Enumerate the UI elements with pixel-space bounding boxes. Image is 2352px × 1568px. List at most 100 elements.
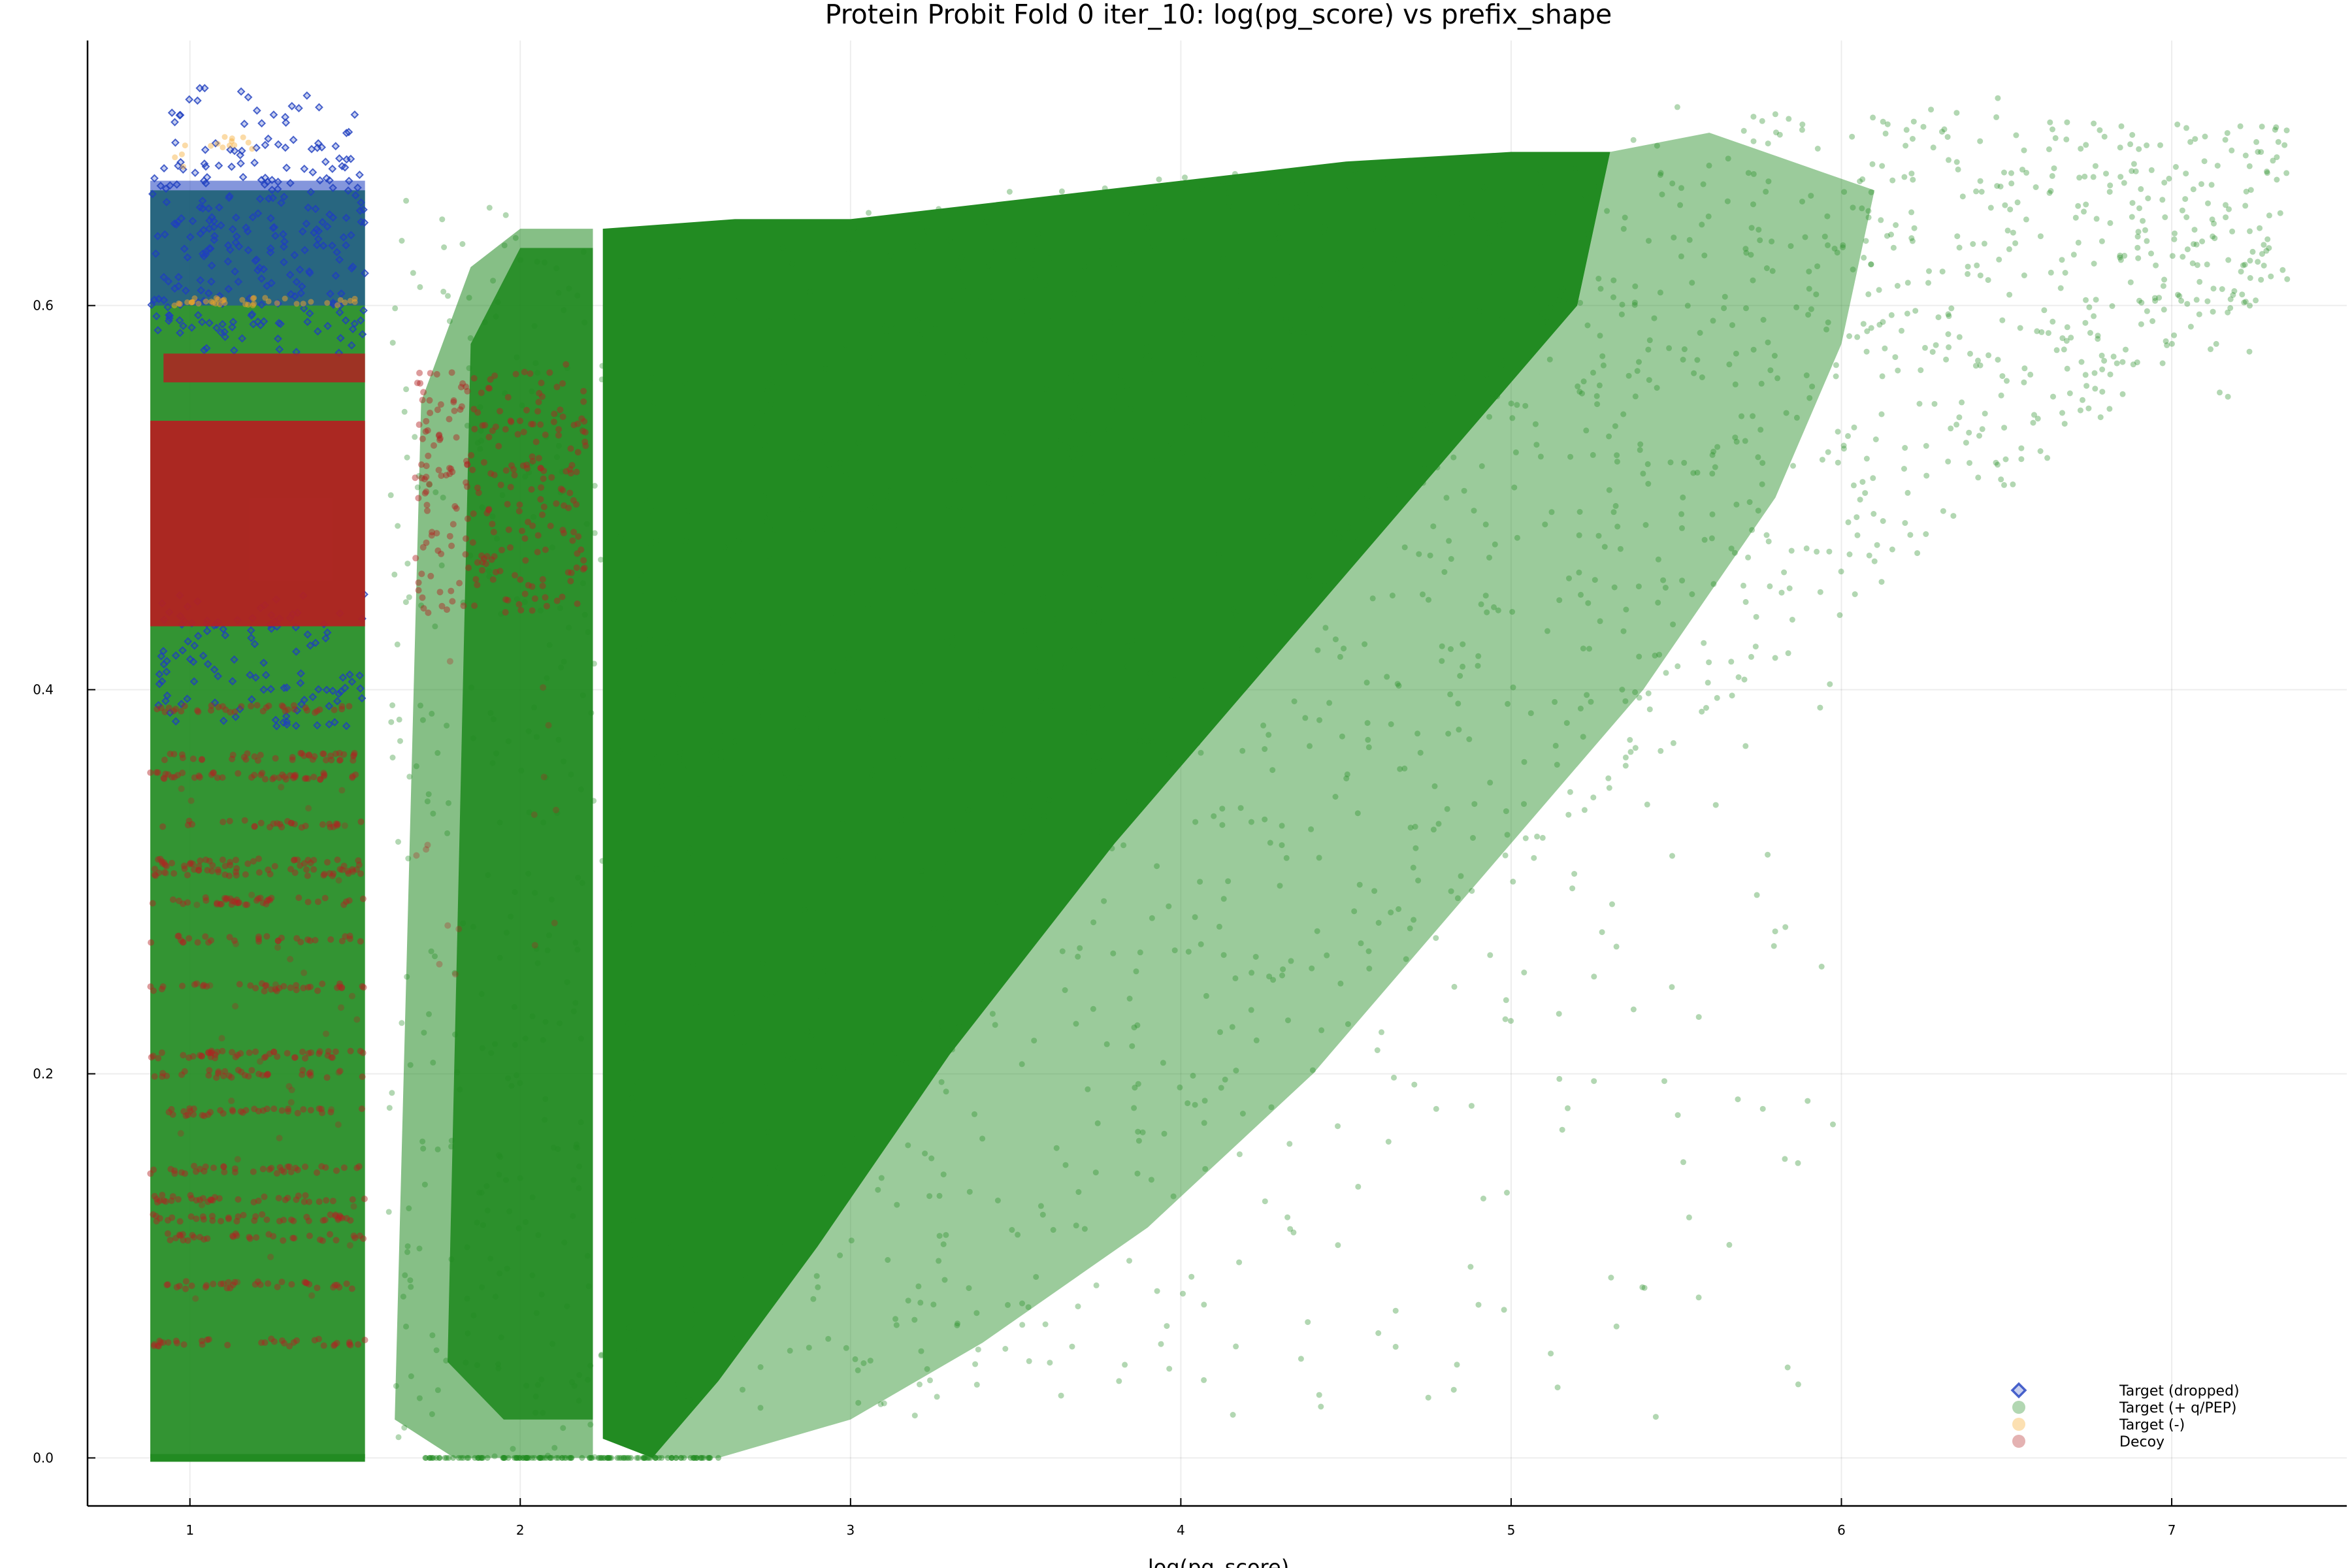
decoy-point: [328, 757, 335, 764]
decoy-point: [451, 407, 458, 414]
target-qpep-point: [1612, 423, 1618, 429]
decoy-point: [352, 771, 359, 778]
decoy-point: [171, 870, 178, 877]
decoy-point: [209, 1217, 216, 1224]
target-qpep-point: [1757, 427, 1764, 433]
target-qpep-point: [936, 1233, 943, 1239]
target-qpep-point: [1351, 908, 1358, 915]
target-qpep-point: [1705, 679, 1711, 686]
decoy-point: [167, 1166, 174, 1173]
target-qpep-point: [2225, 393, 2231, 400]
target-qpep-point: [1678, 253, 1684, 259]
target-qpep-point: [1439, 643, 1445, 649]
decoy-point: [285, 1105, 292, 1113]
legend-label: Target (dropped): [2119, 1383, 2240, 1399]
target-qpep-point: [1220, 279, 1226, 286]
decoy-point: [222, 706, 229, 713]
target-qpep-point: [464, 423, 470, 429]
decoy-point: [350, 868, 356, 875]
decoy-point: [276, 1164, 284, 1171]
target-qpep-point: [1005, 1301, 1011, 1308]
target-qpep-point: [653, 866, 659, 872]
target-qpep-point: [1180, 1290, 1186, 1297]
target-qpep-point: [2129, 168, 2135, 174]
target-dropped-point: [162, 197, 171, 206]
target-qpep-point: [1398, 390, 1405, 397]
target-qpep-point: [754, 934, 760, 940]
target-dropped-point: [161, 696, 170, 706]
target-dropped-point: [325, 720, 334, 729]
target-qpep-point: [842, 1161, 849, 1168]
decoy-point: [580, 387, 587, 395]
decoy-point: [261, 1339, 269, 1346]
decoy-point: [264, 1070, 271, 1077]
decoy-point: [321, 1217, 329, 1224]
decoy-point: [353, 1016, 361, 1023]
decoy-point: [233, 896, 240, 904]
decoy-point: [168, 1197, 175, 1204]
target-qpep-point: [1501, 1307, 1507, 1313]
target-dropped-point: [274, 177, 283, 186]
decoy-point: [169, 860, 175, 867]
target-qpep-point: [1901, 466, 1907, 472]
target-qpep-point: [629, 1094, 635, 1101]
target-qpep-point: [1035, 231, 1041, 237]
target-qpep-point: [1075, 1303, 1081, 1310]
target-qpep-point: [1625, 372, 1632, 379]
target-qpep-point: [1196, 351, 1202, 358]
target-qpep-point: [1802, 234, 1808, 240]
decoy-point: [171, 1170, 178, 1177]
target-dropped-point: [278, 229, 287, 238]
target-qpep-point: [1835, 429, 1841, 435]
decoy-point: [282, 708, 289, 715]
target-qpep-point: [1394, 681, 1401, 687]
target-qpep-point: [1275, 438, 1282, 444]
decoy-point: [346, 703, 353, 710]
decoy-point: [203, 897, 210, 904]
decoy-point: [471, 602, 478, 610]
target-qpep-point: [2117, 174, 2124, 180]
target-qpep-point: [1597, 618, 1603, 625]
target-qpep-point: [448, 1137, 455, 1144]
decoy-point: [295, 894, 302, 902]
target-dropped-point: [170, 219, 179, 228]
target-qpep-point: [1669, 853, 1675, 859]
decoy-point: [176, 1232, 183, 1238]
target-qpep-point: [2223, 214, 2229, 221]
decoy-point: [320, 770, 327, 777]
decoy-point: [184, 899, 191, 906]
target-qpep-point: [555, 1455, 562, 1461]
decoy-point: [495, 442, 502, 449]
target-qpep-point: [2227, 305, 2234, 311]
target-qpep-point: [1002, 1346, 1009, 1352]
target-qpep-point: [1460, 641, 1466, 647]
target-qpep-point: [1428, 389, 1435, 395]
target-qpep-point: [1490, 391, 1496, 397]
target-qpep-point: [1229, 1024, 1235, 1030]
target-qpep-point: [570, 1213, 576, 1219]
target-qpep-point: [578, 786, 584, 792]
target-qpep-point: [1630, 137, 1637, 143]
target-qpep-point: [1618, 311, 1625, 318]
target-qpep-point: [1412, 823, 1418, 830]
target-qpep-point: [1765, 851, 1771, 858]
decoy-point: [323, 757, 329, 764]
target-qpep-point: [2253, 297, 2259, 304]
target-qpep-point: [2103, 171, 2109, 177]
target-qpep-point: [591, 530, 598, 536]
target-qpep-point: [1903, 142, 1909, 149]
target-qpep-point: [960, 522, 966, 529]
target-qpep-point: [451, 970, 458, 976]
target-qpep-point: [1335, 1123, 1341, 1130]
decoy-point: [158, 985, 165, 992]
decoy-point: [423, 488, 430, 495]
target-qpep-point: [1014, 257, 1021, 264]
target-qpep-point: [1819, 457, 1825, 463]
target-qpep-point: [806, 1345, 812, 1351]
decoy-point: [507, 417, 514, 424]
target-qpep-point: [1563, 720, 1570, 727]
target-qpep-point: [505, 1075, 512, 1081]
target-qpep-point: [1814, 548, 1820, 555]
target-qpep-point: [1772, 111, 1778, 118]
decoy-point: [320, 751, 327, 757]
